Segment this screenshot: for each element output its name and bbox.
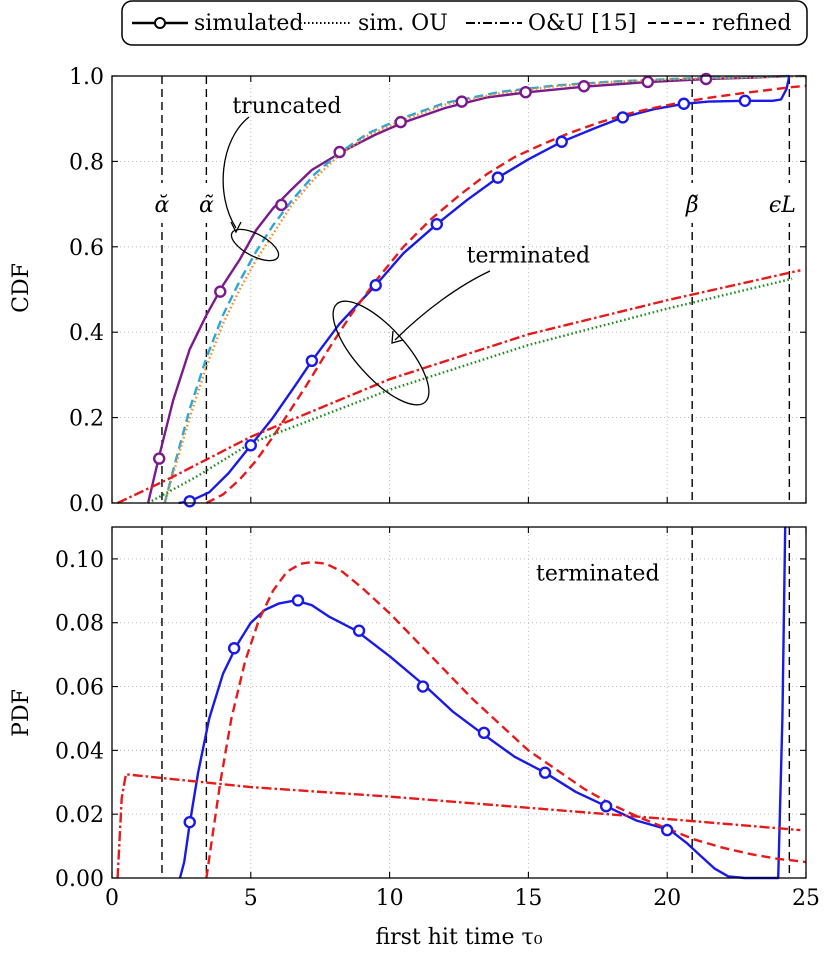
cdf-series-3-marker-0 — [183, 495, 196, 508]
cdf-series-3-marker-2 — [305, 354, 319, 368]
cdf-series-0 — [146, 74, 790, 504]
cdf-ytick-label-2: 0.4 — [69, 321, 104, 346]
cdf-series-3-marker-9 — [738, 94, 752, 107]
pdf-panel: terminated 0 5 10 15 20 25 0.00 0.02 0.04 0.06 0.0… — [9, 526, 820, 950]
cdf-vline-label-0: ᾰ — [155, 193, 170, 218]
cdf-vline-label-3: ϵL — [769, 193, 796, 218]
cdf-series-3-marker-5 — [491, 171, 505, 184]
cdf-ytick-label-1: 0.2 — [69, 407, 104, 432]
pdf-xtick-label-2: 10 — [376, 886, 404, 911]
cdf-ytick-label-3: 0.6 — [69, 236, 104, 261]
pdf-ytick-label-5: 0.10 — [55, 548, 104, 573]
cdf-series-3-marker-6 — [555, 135, 568, 148]
cdf-series-0-marker-1 — [214, 285, 227, 298]
cdf-vline-label-1: α̃ — [199, 193, 214, 218]
cdf-series-6 — [147, 277, 793, 505]
cdf-series-0-marker-2 — [275, 198, 288, 212]
pdf-axes-frame — [111, 526, 807, 879]
terminated-arrowhead — [391, 330, 404, 344]
cdf-series-4 — [205, 84, 807, 505]
cdf-ytick-label-0: 0.0 — [69, 492, 104, 517]
cdf-vline-label-bg-2 — [674, 183, 711, 223]
legend: simulated sim. OU O&U [15] refined — [121, 0, 808, 46]
cdf-series-3-marker-8 — [677, 97, 691, 110]
pdf-series-0-marker-5 — [477, 726, 491, 740]
cdf-series-3-marker-1 — [244, 439, 258, 452]
pdf-xlabel: first hit time τ₀ — [375, 925, 542, 950]
pdf-series-0-marker-4 — [416, 680, 430, 693]
pdf-xtick-label-5: 25 — [792, 886, 820, 911]
cdf-series-0-marker-7 — [577, 80, 591, 93]
truncated-arrow — [222, 116, 250, 229]
cdf-series-3-marker-4 — [430, 217, 443, 231]
cdf-vline-label-bg-1 — [188, 183, 225, 223]
pdf-xtick-label-0: 0 — [105, 886, 119, 911]
pdf-series-0-marker-2 — [291, 594, 305, 607]
cdf-series-3-marker-7 — [616, 111, 629, 124]
cdf-vline-label-bg-3 — [771, 183, 808, 223]
cdf-ylabel: CDF — [9, 263, 34, 313]
cdf-axes-frame — [111, 75, 807, 504]
cdf-callouts — [222, 116, 491, 406]
cdf-series-3-marker-3 — [369, 279, 382, 292]
pdf-series-1 — [205, 560, 807, 879]
truncated-arrowhead — [230, 221, 242, 234]
pdf-xtick-label-4: 20 — [653, 886, 681, 911]
pdf-series-0-marker-8 — [661, 823, 674, 837]
pdf-xtick-label-1: 5 — [244, 886, 258, 911]
cdf-ytick-label-4: 0.8 — [69, 150, 104, 175]
cdf-series-0-marker-6 — [519, 86, 532, 99]
cdf-annotation-0: truncated — [232, 94, 341, 119]
pdf-ytick-label-0: 0.00 — [55, 867, 104, 892]
pdf-series-0 — [178, 526, 787, 880]
pdf-annotation-0: terminated — [536, 561, 660, 586]
cdf-series-0-marker-3 — [333, 145, 346, 159]
legend-label-sim-ou: sim. OU — [358, 11, 448, 36]
pdf-series-2 — [116, 773, 801, 879]
cdf-series-2 — [163, 75, 807, 504]
pdf-series-0-marker-1 — [227, 642, 241, 655]
legend-box — [121, 0, 808, 46]
pdf-series-0-marker-7 — [599, 800, 613, 813]
pdf-ytick-label-3: 0.06 — [55, 676, 104, 701]
legend-label-ou15: O&U [15] — [528, 11, 636, 36]
truncated-ellipse — [230, 228, 280, 262]
pdf-ytick-label-4: 0.08 — [55, 612, 104, 637]
cdf-ytick-label-5: 1.0 — [69, 65, 104, 90]
legend-label-simulated: simulated — [194, 11, 303, 36]
terminated-ellipse — [332, 300, 430, 406]
cdf-vline-label-bg-0 — [143, 183, 180, 223]
cdf-series-5 — [117, 269, 801, 505]
cdf-series-0-marker-4 — [394, 115, 407, 129]
cdf-annotation-1: terminated — [467, 243, 591, 268]
cdf-vline-label-2: β̃ — [685, 193, 699, 218]
pdf-ytick-label-2: 0.04 — [55, 739, 104, 764]
cdf-series-0-marker-8 — [641, 75, 654, 89]
pdf-ylabel: PDF — [9, 689, 34, 737]
cdf-panel: ᾰ α̃ β̃ ϵL truncated terminated 0.0 0.2 0.4 0.6… — [9, 65, 808, 517]
pdf-ytick-label-1: 0.02 — [55, 803, 104, 828]
pdf-series-0-marker-6 — [538, 766, 552, 779]
pdf-series-0-marker-3 — [352, 624, 366, 637]
pdf-series-0-marker-0 — [183, 815, 196, 829]
legend-label-refined: refined — [712, 11, 791, 36]
terminated-arrow — [394, 270, 491, 341]
legend-marker-simulated — [154, 17, 166, 29]
pdf-xtick-label-3: 15 — [514, 886, 542, 911]
cdf-series-0-marker-5 — [455, 95, 468, 108]
cdf-series-0-marker-0 — [152, 452, 166, 465]
